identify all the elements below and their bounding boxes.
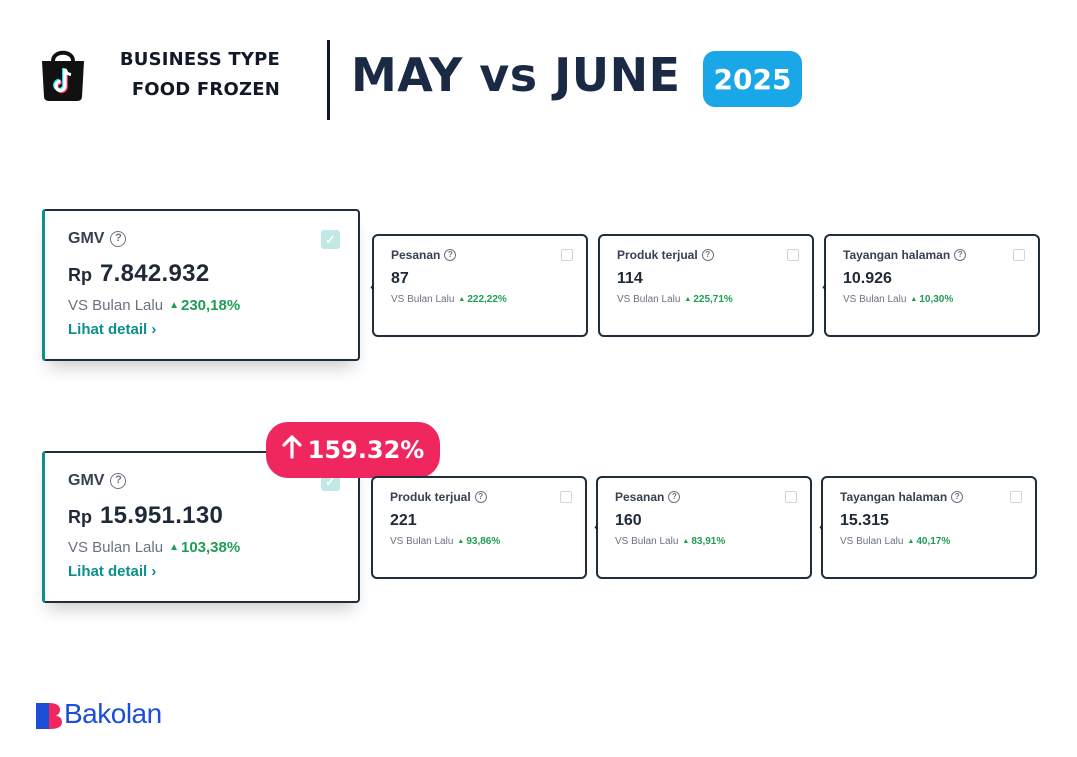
stat-value: 114	[617, 270, 643, 287]
stat-card-pesanan[interactable]: Pesanan? 87 VS Bulan Lalu ▲ 222,22%	[372, 234, 588, 337]
gmv-title-label: GMV	[68, 230, 105, 247]
stat-card-produk-terjual[interactable]: Produk terjual? 114 VS Bulan Lalu ▲ 225,71…	[598, 234, 814, 337]
help-icon[interactable]: ?	[444, 249, 457, 261]
change-percent: ▲ 83,91%	[682, 536, 726, 547]
change-percent: ▲ 230,18%	[169, 297, 241, 314]
gmv-value: 15.951.130	[100, 502, 224, 529]
stat-value: 221	[390, 512, 417, 529]
comparison-row: VS Bulan Lalu ▲ 222,22%	[391, 294, 507, 305]
gmv-title: GMV ?	[68, 472, 127, 490]
detail-link[interactable]: Lihat detail ›	[68, 563, 157, 580]
comparison-row: VS Bulan Lalu ▲ 103,38%	[68, 539, 240, 556]
brand-name: Bakolan	[64, 698, 162, 729]
stat-title: Pesanan?	[615, 490, 681, 504]
stat-title: Produk terjual?	[617, 248, 714, 262]
bakolan-logo-icon	[36, 703, 62, 729]
help-icon[interactable]: ?	[701, 249, 714, 261]
arrow-up-icon	[282, 435, 302, 465]
checkbox[interactable]	[1013, 249, 1025, 261]
gmv-amount: Rp 7.842.932	[68, 260, 209, 288]
detail-link[interactable]: Lihat detail ›	[68, 321, 157, 338]
increase-value: 159.32%	[307, 436, 425, 464]
comparison-label: VS Bulan Lalu	[68, 297, 164, 314]
gmv-amount: Rp 15.951.130	[68, 502, 223, 530]
gmv-value: 7.842.932	[100, 260, 210, 287]
stat-value: 15.315	[840, 512, 889, 529]
stat-card-tayangan-halaman[interactable]: Tayangan halaman? 15.315 VS Bulan Lalu ▲ 4…	[821, 476, 1037, 579]
arrow-up-icon: ▲	[169, 542, 179, 553]
help-icon[interactable]: ?	[110, 231, 127, 247]
stat-title: Pesanan?	[391, 248, 457, 262]
year-badge: 2025	[703, 51, 802, 107]
comparison-row: VS Bulan Lalu ▲ 10,30%	[843, 294, 954, 305]
comparison-row: VS Bulan Lalu ▲ 40,17%	[840, 536, 951, 547]
stat-card-tayangan-halaman[interactable]: Tayangan halaman? 10.926 VS Bulan Lalu ▲ 1…	[824, 234, 1040, 337]
arrow-up-icon: ▲	[907, 538, 915, 545]
comparison-row: VS Bulan Lalu ▲ 230,18%	[68, 297, 240, 314]
change-percent: ▲ 40,17%	[907, 536, 951, 547]
arrow-up-icon: ▲	[684, 296, 692, 303]
increase-badge: 159.32%	[266, 422, 440, 478]
chevron-left-icon[interactable]: ‹	[594, 518, 599, 534]
currency: Rp	[68, 507, 92, 527]
comparison-label: VS Bulan Lalu	[68, 539, 164, 556]
checkbox[interactable]	[787, 249, 799, 261]
gmv-title-label: GMV	[68, 472, 105, 489]
change-percent: ▲ 225,71%	[684, 294, 733, 305]
business-type-value: FOOD FROZEN	[131, 79, 280, 100]
arrow-up-icon: ▲	[169, 300, 179, 311]
stat-card-pesanan[interactable]: Pesanan? 160 VS Bulan Lalu ▲ 83,91%	[596, 476, 812, 579]
stat-title: Produk terjual?	[390, 490, 487, 504]
stat-value: 87	[391, 270, 409, 287]
checkbox[interactable]	[785, 491, 797, 503]
arrow-up-icon: ▲	[682, 538, 690, 545]
comparison-row: VS Bulan Lalu ▲ 225,71%	[617, 294, 733, 305]
change-percent: ▲ 222,22%	[458, 294, 507, 305]
comparison-row: VS Bulan Lalu ▲ 83,91%	[615, 536, 726, 547]
gmv-card-may[interactable]: GMV ? ✓ Rp 7.842.932 VS Bulan Lalu ▲ 230,18…	[42, 209, 360, 361]
gmv-title: GMV ?	[68, 230, 127, 248]
stat-card-produk-terjual[interactable]: Produk terjual? 221 VS Bulan Lalu ▲ 93,86%	[371, 476, 587, 579]
business-type-label: BUSINESS TYPE	[119, 49, 280, 70]
tiktok-shop-bag-icon	[42, 50, 84, 101]
arrow-up-icon: ▲	[458, 296, 466, 303]
chevron-left-icon[interactable]: ‹	[822, 278, 827, 294]
page-title: MAY vs JUNE	[351, 48, 681, 102]
stat-title: Tayangan halaman?	[840, 490, 964, 504]
change-percent: ▲ 93,86%	[457, 536, 501, 547]
stat-title: Tayangan halaman?	[843, 248, 967, 262]
arrow-up-icon: ▲	[910, 296, 918, 303]
currency: Rp	[68, 265, 92, 285]
help-icon[interactable]: ?	[110, 473, 127, 489]
chevron-left-icon[interactable]: ‹	[370, 278, 375, 294]
help-icon[interactable]: ?	[668, 491, 681, 503]
checkbox[interactable]	[1010, 491, 1022, 503]
comparison-row: VS Bulan Lalu ▲ 93,86%	[390, 536, 501, 547]
stat-value: 10.926	[843, 270, 892, 287]
help-icon[interactable]: ?	[474, 491, 487, 503]
stat-value: 160	[615, 512, 642, 529]
header-divider	[327, 40, 330, 120]
checkbox[interactable]	[560, 491, 572, 503]
arrow-up-icon: ▲	[457, 538, 465, 545]
help-icon[interactable]: ?	[954, 249, 967, 261]
change-percent: ▲ 103,38%	[169, 539, 241, 556]
help-icon[interactable]: ?	[951, 491, 964, 503]
checkbox[interactable]	[561, 249, 573, 261]
checkbox-checked-icon[interactable]: ✓	[321, 230, 340, 249]
chevron-left-icon[interactable]: ‹	[819, 518, 824, 534]
change-percent: ▲ 10,30%	[910, 294, 954, 305]
